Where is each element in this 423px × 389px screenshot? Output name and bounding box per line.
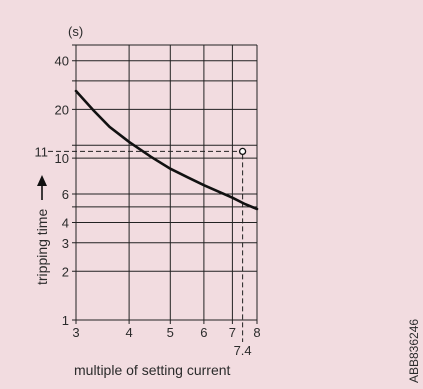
marker-guides xyxy=(48,150,244,342)
y-tick-label: 10 xyxy=(55,151,69,166)
y-tick-label: 2 xyxy=(62,264,69,279)
x-tick-label: 7 xyxy=(229,325,236,340)
marker-point xyxy=(238,147,247,156)
y-tick-label: 1 xyxy=(62,313,69,328)
x-tick-label: 3 xyxy=(72,325,79,340)
y-tick-label: 4 xyxy=(62,216,69,231)
y-axis-title: tripping time xyxy=(34,175,50,285)
x-tick-label: 5 xyxy=(167,325,174,340)
y-axis-label: tripping time xyxy=(34,209,50,285)
y-tick-label: 20 xyxy=(55,102,69,117)
x-marker-label: 7.4 xyxy=(234,343,252,358)
y-tick-label: 6 xyxy=(62,187,69,202)
y-marker-label: 11 xyxy=(35,144,49,159)
x-tick-label: 4 xyxy=(125,325,132,340)
y-tick-label: 3 xyxy=(62,236,69,251)
x-tick-label: 8 xyxy=(253,325,260,340)
y-unit-label: (s) xyxy=(68,24,83,39)
x-tick-label: 6 xyxy=(200,325,207,340)
side-code: ABB836246 xyxy=(407,319,421,383)
tick-labels: 3 4 5 6 7 8 1 2 3 4 6 10 20 40 11 7.4 xyxy=(35,54,261,358)
x-axis-label: multiple of setting current xyxy=(74,362,231,378)
y-tick-label: 40 xyxy=(55,54,69,69)
y-axis-arrow-icon xyxy=(37,175,47,186)
series-line xyxy=(74,89,259,211)
grid xyxy=(72,44,258,324)
